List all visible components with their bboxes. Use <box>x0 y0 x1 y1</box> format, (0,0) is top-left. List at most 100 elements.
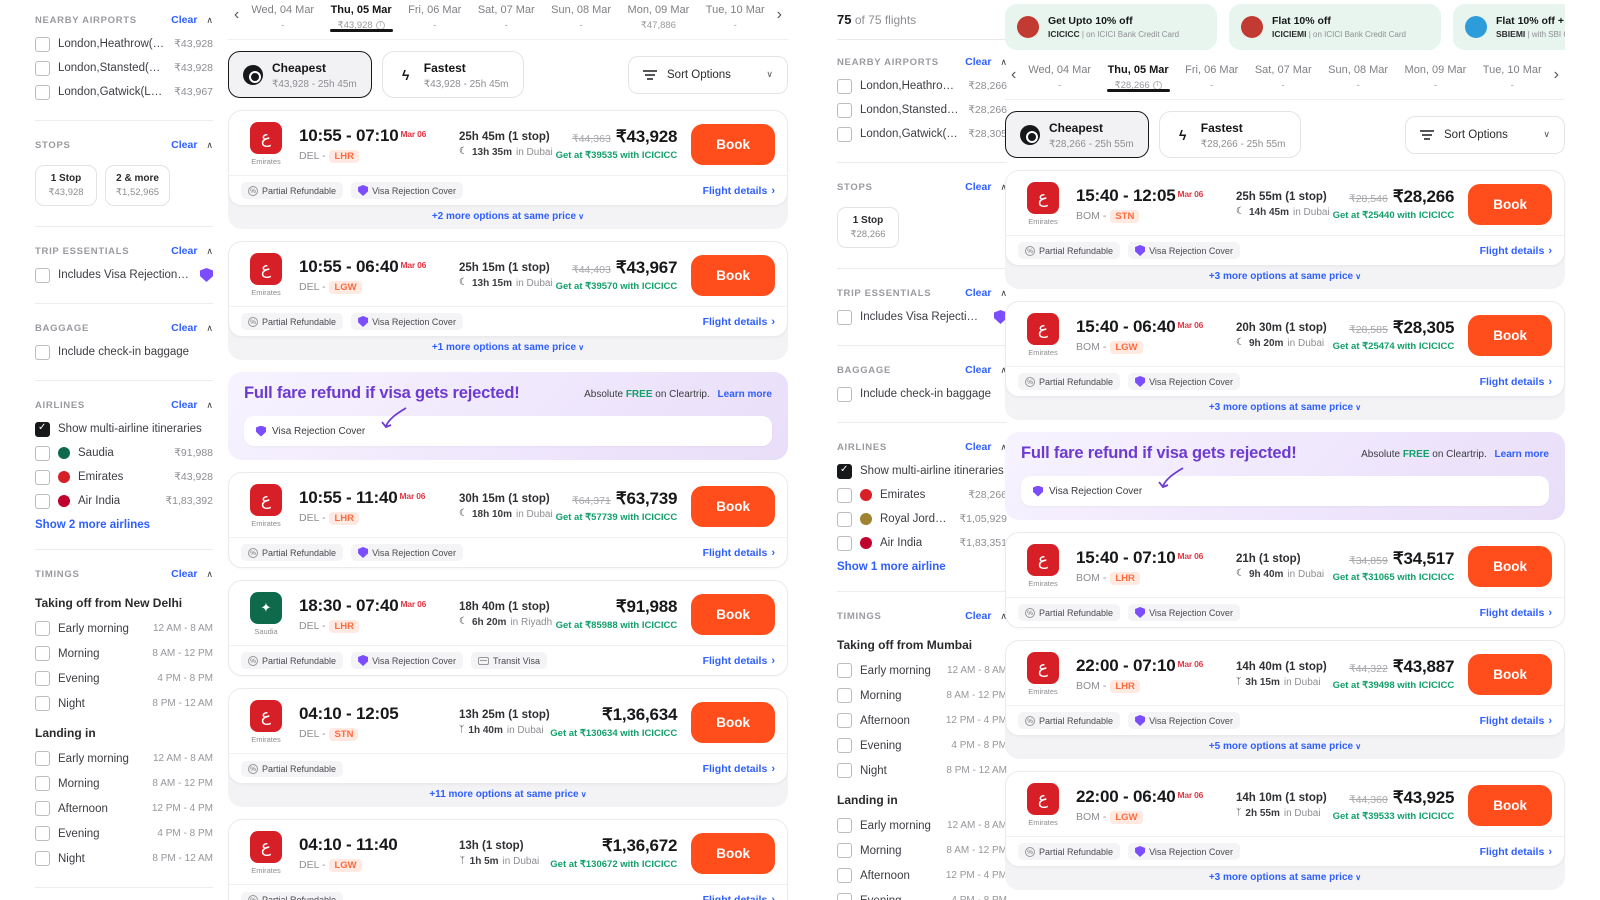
collapse-icon[interactable]: ∧ <box>206 139 213 150</box>
checkbox[interactable] <box>35 751 50 766</box>
clear-filter-button[interactable]: Clear <box>171 14 198 26</box>
multi-airline-row[interactable]: Show multi-airline itineraries <box>35 417 213 441</box>
timing-filter-row[interactable]: Afternoon 12 PM - 4 PM <box>35 796 213 821</box>
cheapest-toggle[interactable]: Cheapest ₹43,928 - 25h 45m <box>228 51 372 98</box>
collapse-icon[interactable]: ∧ <box>206 245 213 256</box>
checkbox[interactable] <box>35 60 50 76</box>
show-more-airlines-link[interactable]: Show 1 more airline <box>837 561 946 573</box>
checkbox[interactable] <box>35 646 50 661</box>
clear-filter-button[interactable]: Clear <box>171 245 198 257</box>
more-options-toggle[interactable]: +1 more options at same price <box>228 337 788 360</box>
collapse-icon[interactable]: ∧ <box>206 322 213 333</box>
fastest-toggle[interactable]: Fastest ₹43,928 - 25h 45m <box>381 51 524 98</box>
checkbox[interactable] <box>35 621 50 636</box>
clear-filter-button[interactable]: Clear <box>171 139 198 151</box>
date-tab[interactable]: Mon, 09 Mar ₹47,886 <box>622 0 696 31</box>
sort-options-dropdown[interactable]: Sort Options ∨ <box>628 55 788 94</box>
clear-filter-button[interactable]: Clear <box>965 287 992 299</box>
collapse-icon[interactable]: ∧ <box>206 399 213 410</box>
more-options-toggle[interactable]: +3 more options at same price <box>1005 266 1565 289</box>
checkbox[interactable] <box>837 713 852 728</box>
next-dates-arrow[interactable]: › <box>776 6 782 23</box>
flight-details-link[interactable]: Flight details › <box>1479 244 1552 257</box>
checkbox[interactable] <box>35 776 50 791</box>
clear-filter-button[interactable]: Clear <box>965 56 992 68</box>
checkbox[interactable] <box>837 535 852 551</box>
timing-filter-row[interactable]: Afternoon 12 PM - 4 PM <box>837 708 1007 733</box>
checkbox[interactable] <box>837 487 852 503</box>
date-tab[interactable]: Thu, 05 Mar ₹43,928 <box>325 0 398 32</box>
book-button[interactable]: Book <box>691 254 775 296</box>
book-button[interactable]: Book <box>691 593 775 635</box>
prev-dates-arrow[interactable]: ‹ <box>234 6 240 23</box>
clear-filter-button[interactable]: Clear <box>965 441 992 453</box>
book-button[interactable]: Book <box>1468 653 1552 695</box>
more-options-toggle[interactable]: +3 more options at same price <box>1005 397 1565 420</box>
airport-filter-row[interactable]: London,Heathrow(L... ₹28,266 <box>837 74 1007 98</box>
timing-filter-row[interactable]: Evening 4 PM - 8 PM <box>35 821 213 846</box>
airline-filter-row[interactable]: Air India ₹1,83,392 <box>35 489 213 513</box>
book-button[interactable]: Book <box>691 123 775 165</box>
checkbox[interactable] <box>837 102 852 118</box>
date-tab[interactable]: Mon, 09 Mar - <box>1399 60 1473 91</box>
checkbox[interactable] <box>837 738 852 753</box>
checkbox[interactable] <box>35 469 50 485</box>
clear-filter-button[interactable]: Clear <box>965 364 992 376</box>
checkbox[interactable] <box>837 893 852 900</box>
date-tab[interactable]: Wed, 04 Mar - <box>1022 60 1097 91</box>
date-tab[interactable]: Sun, 08 Mar - <box>545 0 617 31</box>
collapse-icon[interactable]: ∧ <box>1000 441 1007 452</box>
date-tab[interactable]: Fri, 06 Mar - <box>402 0 467 31</box>
checkbox[interactable] <box>837 309 852 325</box>
timing-filter-row[interactable]: Night 8 PM - 12 AM <box>35 846 213 871</box>
learn-more-link[interactable]: Learn more <box>717 389 772 400</box>
checkbox-checked[interactable] <box>35 421 50 437</box>
timing-filter-row[interactable]: Early morning 12 AM - 8 AM <box>35 746 213 771</box>
collapse-icon[interactable]: ∧ <box>1000 181 1007 192</box>
checkbox[interactable] <box>837 386 852 402</box>
timing-filter-row[interactable]: Early morning 12 AM - 8 AM <box>837 658 1007 683</box>
timing-filter-row[interactable]: Night 8 PM - 12 AM <box>837 758 1007 783</box>
sort-options-dropdown[interactable]: Sort Options ∨ <box>1405 115 1565 154</box>
date-tab[interactable]: Sun, 08 Mar - <box>1322 60 1394 91</box>
checkbox[interactable] <box>35 84 50 100</box>
date-tab[interactable]: Sat, 07 Mar - <box>1249 60 1318 91</box>
flight-details-link[interactable]: Flight details › <box>703 894 775 900</box>
flight-details-link[interactable]: Flight details › <box>702 762 775 775</box>
cheapest-toggle[interactable]: Cheapest ₹28,266 - 25h 55m <box>1005 111 1149 158</box>
date-tab[interactable]: Fri, 06 Mar - <box>1179 60 1244 91</box>
flight-details-link[interactable]: Flight details › <box>1479 714 1552 727</box>
airport-filter-row[interactable]: London,Stansted(ST... ₹28,266 <box>837 98 1007 122</box>
airline-filter-row[interactable]: Royal Jordanian ₹1,05,929 <box>837 507 1007 531</box>
checkbox[interactable] <box>35 801 50 816</box>
fastest-toggle[interactable]: Fastest ₹28,266 - 25h 55m <box>1158 111 1301 158</box>
checkbox[interactable] <box>35 493 50 509</box>
book-button[interactable]: Book <box>1468 183 1552 225</box>
flight-details-link[interactable]: Flight details › <box>1479 845 1552 858</box>
more-options-toggle[interactable]: +5 more options at same price <box>1005 736 1565 759</box>
airport-filter-row[interactable]: London,Heathrow(L... ₹43,928 <box>35 32 213 56</box>
more-options-toggle[interactable]: +3 more options at same price <box>1005 867 1565 890</box>
airport-filter-row[interactable]: London,Gatwick(LGW) ₹28,305 <box>837 122 1007 146</box>
checkbox[interactable] <box>837 511 852 527</box>
more-options-toggle[interactable]: +11 more options at same price <box>228 784 788 807</box>
clear-filter-button[interactable]: Clear <box>171 399 198 411</box>
stops-filter-option[interactable]: 2 & more ₹1,52,965 <box>105 165 171 206</box>
timing-filter-row[interactable]: Evening 4 PM - 8 PM <box>35 666 213 691</box>
checkbox[interactable] <box>35 267 50 283</box>
clear-filter-button[interactable]: Clear <box>171 568 198 580</box>
checkbox[interactable] <box>35 445 50 461</box>
bank-offer-chip[interactable]: Flat 10% off ICICIEMI | on ICICI Bank Cr… <box>1229 4 1441 50</box>
multi-airline-row[interactable]: Show multi-airline itineraries <box>837 459 1007 483</box>
learn-more-link[interactable]: Learn more <box>1494 449 1549 460</box>
flight-details-link[interactable]: Flight details › <box>1479 606 1552 619</box>
stops-filter-option[interactable]: 1 Stop ₹43,928 <box>35 165 97 206</box>
collapse-icon[interactable]: ∧ <box>1000 56 1007 67</box>
book-button[interactable]: Book <box>691 485 775 527</box>
checkbox[interactable] <box>837 126 852 142</box>
airline-filter-row[interactable]: Emirates ₹28,266 <box>837 483 1007 507</box>
checkbox[interactable] <box>837 663 852 678</box>
collapse-icon[interactable]: ∧ <box>206 568 213 579</box>
checkbox[interactable] <box>35 36 50 52</box>
collapse-icon[interactable]: ∧ <box>1000 287 1007 298</box>
